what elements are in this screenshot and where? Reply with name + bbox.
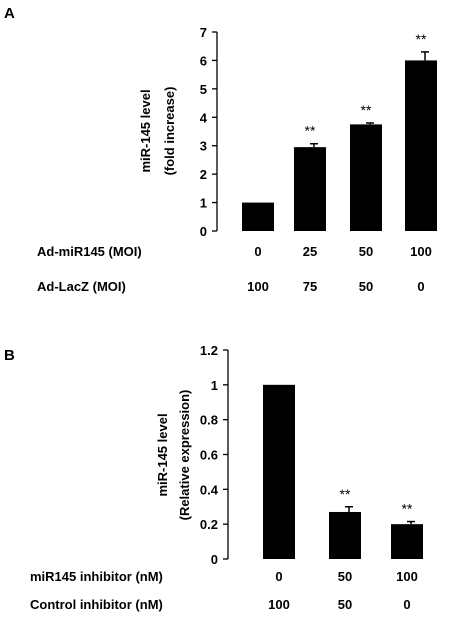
condition-value: 0 — [275, 569, 282, 584]
condition-row-label: miR145 inhibitor (nM) — [30, 569, 163, 584]
y-tick-label: 0.6 — [200, 448, 218, 463]
bar — [263, 384, 295, 559]
condition-value: 25 — [303, 244, 317, 259]
y-axis-label: miR-145 level (fold increase) — [138, 87, 177, 176]
bar — [405, 60, 437, 231]
condition-value: 0 — [254, 244, 261, 259]
significance-marker: ** — [340, 486, 351, 502]
condition-value: 50 — [338, 597, 352, 612]
condition-value: 75 — [303, 279, 317, 294]
y-axis-label-line: (Relative expression) — [177, 390, 192, 521]
significance-marker: ** — [305, 123, 316, 139]
bar — [350, 124, 382, 231]
bar — [242, 202, 274, 231]
y-tick-label: 0.8 — [200, 413, 218, 428]
bar — [329, 511, 361, 559]
condition-value: 100 — [410, 244, 432, 259]
significance-marker: ** — [416, 31, 427, 47]
y-tick-label: 6 — [200, 53, 207, 68]
panel-label: B — [4, 347, 15, 364]
panel-label: A — [4, 5, 15, 22]
condition-value: 50 — [338, 569, 352, 584]
y-tick-label: 1 — [211, 378, 218, 393]
y-axis-label: miR-145 level (Relative expression) — [155, 390, 192, 521]
y-tick-label: 7 — [200, 25, 207, 40]
condition-value: 0 — [403, 597, 410, 612]
y-tick-label: 5 — [200, 82, 207, 97]
condition-value: 50 — [359, 279, 373, 294]
y-tick-label: 1.2 — [200, 343, 218, 358]
condition-row-label: Ad-LacZ (MOI) — [37, 279, 126, 294]
y-tick-label: 0.2 — [200, 517, 218, 532]
y-tick-label: 4 — [200, 110, 208, 125]
bar — [391, 524, 423, 559]
y-tick-label: 0 — [211, 552, 218, 567]
bar — [294, 147, 326, 231]
y-tick-label: 1 — [200, 196, 207, 211]
condition-value: 100 — [247, 279, 269, 294]
y-axis-label-line: (fold increase) — [162, 87, 177, 176]
y-tick-label: 0.4 — [200, 482, 219, 497]
y-tick-label: 3 — [200, 139, 207, 154]
condition-row-label: Ad-miR145 (MOI) — [37, 244, 142, 259]
condition-value: 100 — [268, 597, 290, 612]
condition-value: 50 — [359, 244, 373, 259]
condition-value: 0 — [417, 279, 424, 294]
condition-value: 100 — [396, 569, 418, 584]
significance-marker: ** — [402, 501, 413, 517]
y-tick-label: 0 — [200, 224, 207, 239]
significance-marker: ** — [361, 102, 372, 118]
y-axis-label-line: miR-145 level — [138, 89, 153, 172]
y-tick-label: 2 — [200, 167, 207, 182]
condition-row-label: Control inhibitor (nM) — [30, 597, 163, 612]
y-axis-label-line: miR-145 level — [155, 413, 170, 496]
